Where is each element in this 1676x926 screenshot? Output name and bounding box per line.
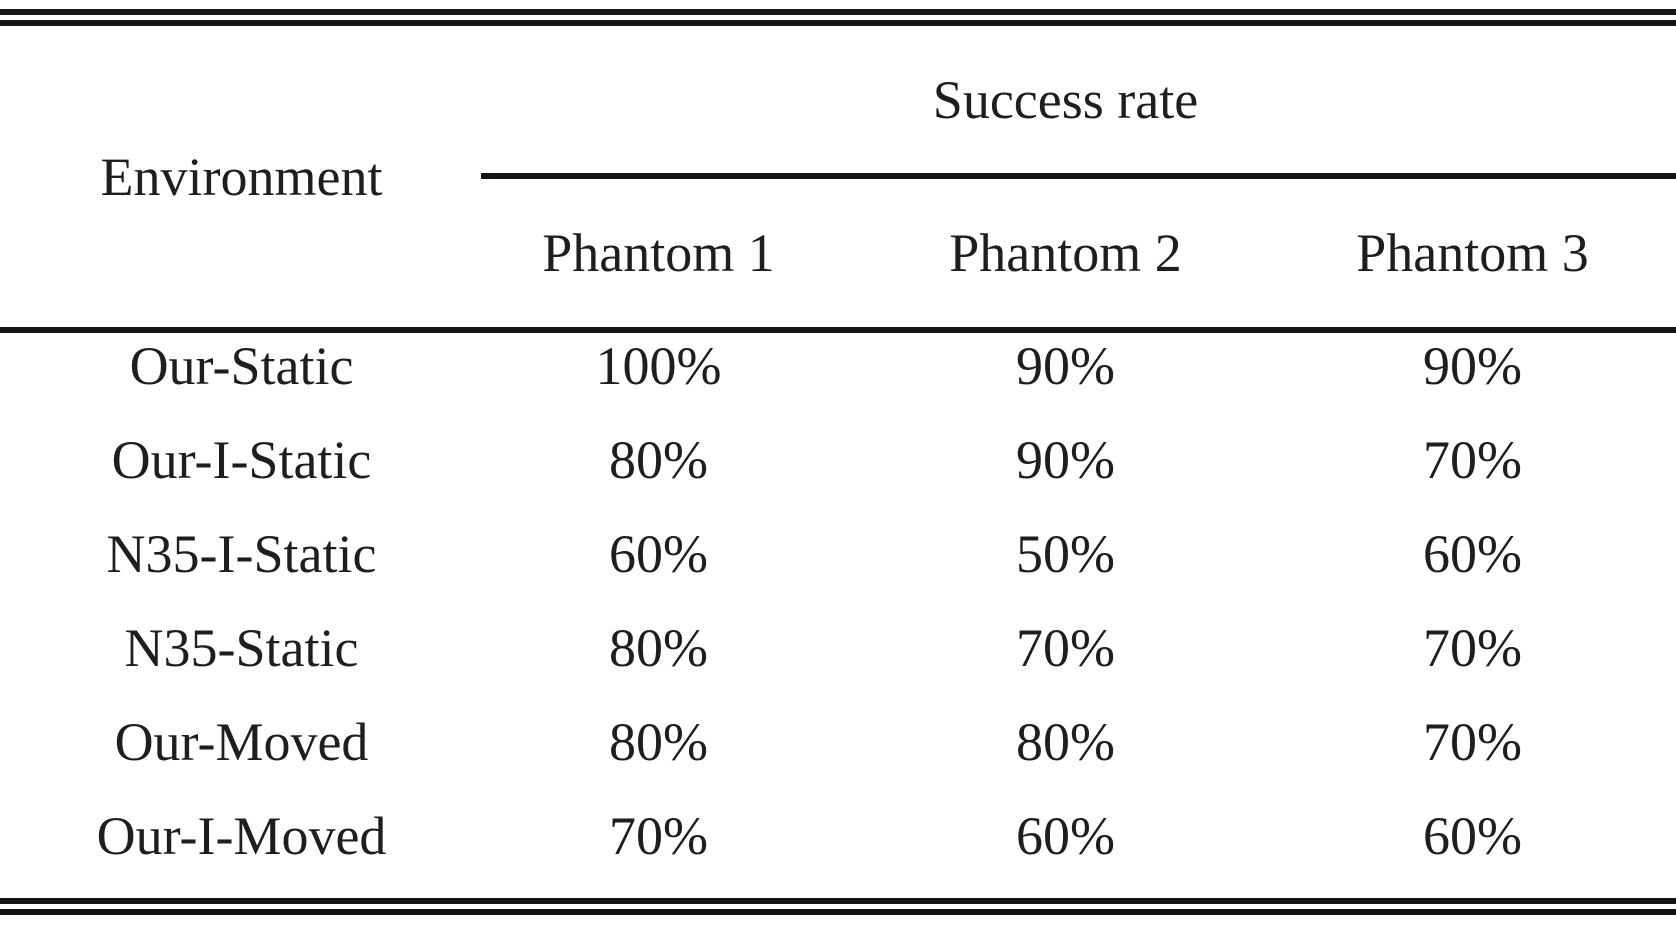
- table-cell: 80%: [609, 712, 708, 772]
- table-cell: 70%: [1423, 430, 1522, 490]
- table-row-env-label: Our-I-Static: [111, 430, 372, 490]
- phantom-2-label: Phantom 2: [949, 223, 1182, 283]
- table-cell: 50%: [1016, 524, 1115, 584]
- phantom-2-column-header: Phantom 2: [862, 179, 1269, 327]
- top-double-rule-line-2: [0, 20, 1676, 26]
- top-double-rule-line-1: [0, 9, 1676, 15]
- table-row-env-label: N35-I-Static: [106, 524, 377, 584]
- table-body: Our-Static 100% 90% 90% Our-I-Static 80%…: [0, 333, 1676, 897]
- table-cell: 80%: [1016, 712, 1115, 772]
- table-cell: 90%: [1016, 430, 1115, 490]
- table-row-env-label: N35-Static: [124, 618, 359, 678]
- table-cell: 100%: [595, 336, 722, 396]
- environment-column-header: Environment: [0, 26, 455, 327]
- phantom-3-column-header: Phantom 3: [1269, 179, 1676, 327]
- table-header: Environment Success rate Phantom 1 Phant…: [0, 26, 1676, 327]
- success-rate-label: Success rate: [932, 69, 1199, 130]
- bottom-double-rule-line-1: [0, 898, 1676, 904]
- phantom-1-label: Phantom 1: [542, 223, 775, 283]
- table-cell: 90%: [1423, 336, 1522, 396]
- table-cell: 70%: [1016, 618, 1115, 678]
- phantom-1-column-header: Phantom 1: [455, 179, 862, 327]
- bottom-double-rule-line-2: [0, 909, 1676, 915]
- table-cell: 60%: [1016, 806, 1115, 866]
- table-cell: 70%: [1423, 712, 1522, 772]
- table-cell: 70%: [1423, 618, 1522, 678]
- table-cell: 60%: [1423, 806, 1522, 866]
- phantom-subheader-row: Phantom 1 Phantom 2 Phantom 3: [455, 179, 1676, 327]
- table-cell: 60%: [609, 524, 708, 584]
- table-row-env-label: Our-Static: [129, 336, 354, 396]
- success-rate-midrule: [481, 173, 1676, 179]
- success-rate-group-header: Success rate: [455, 26, 1676, 173]
- environment-header-label: Environment: [100, 146, 383, 207]
- phantom-3-label: Phantom 3: [1356, 223, 1589, 283]
- table-cell: 80%: [609, 618, 708, 678]
- table-row-env-label: Our-Moved: [114, 712, 369, 772]
- success-rate-group: Success rate Phantom 1 Phantom 2 Phantom…: [455, 26, 1676, 327]
- table-cell: 60%: [1423, 524, 1522, 584]
- table-cell: 70%: [609, 806, 708, 866]
- table-row-env-label: Our-I-Moved: [96, 806, 387, 866]
- table-cell: 90%: [1016, 336, 1115, 396]
- header-body-rule: [0, 327, 1676, 333]
- table-cell: 80%: [609, 430, 708, 490]
